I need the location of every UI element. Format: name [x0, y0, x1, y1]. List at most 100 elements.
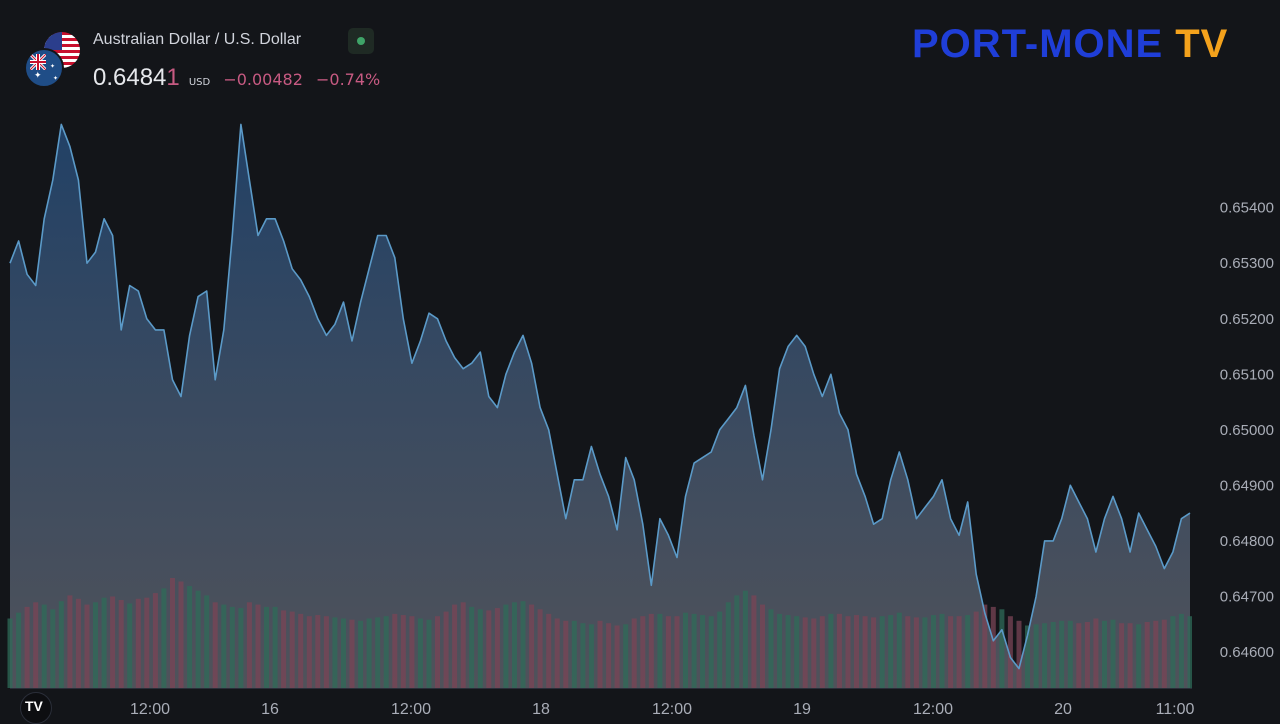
volume-bar — [742, 590, 748, 688]
volume-bar — [888, 615, 894, 688]
volume-bar — [1178, 613, 1184, 688]
volume-bar — [212, 602, 218, 688]
price-change: −0.00482 — [223, 70, 303, 89]
volume-bar — [1127, 623, 1133, 688]
volume-bar — [469, 606, 475, 688]
market-open-dot-icon — [357, 37, 365, 45]
volume-bar — [375, 617, 381, 688]
volume-bar — [195, 590, 201, 688]
brand-logo-text: PORT-MONE — [912, 22, 1164, 66]
price-axis-tick-label: 0.65400 — [1220, 200, 1274, 217]
volume-bar — [597, 620, 603, 688]
volume-bar — [298, 613, 304, 688]
volume-bar — [178, 581, 184, 688]
volume-bar — [460, 602, 466, 688]
symbol-title[interactable]: Australian Dollar / U.S. Dollar — [93, 31, 302, 48]
volume-bar — [580, 623, 586, 688]
volume-bar — [700, 615, 706, 688]
volume-bar — [717, 611, 723, 688]
volume-bar — [828, 613, 834, 688]
volume-bar — [862, 616, 868, 688]
volume-bar — [426, 619, 432, 688]
volume-bar — [785, 615, 791, 688]
volume-bar — [144, 597, 150, 688]
volume-bar — [939, 613, 945, 688]
volume-bar — [1144, 622, 1150, 688]
volume-bar — [332, 617, 338, 688]
volume-bar — [734, 595, 740, 688]
volume-bar — [571, 620, 577, 688]
price-area — [10, 124, 1190, 688]
tradingview-logo-icon[interactable]: TV — [20, 692, 52, 724]
market-status-indicator[interactable] — [348, 28, 374, 54]
time-axis-tick-label: 11:00 — [1156, 701, 1195, 718]
price-axis-tick-label: 0.64600 — [1220, 644, 1274, 661]
volume-bar — [948, 616, 954, 688]
volume-bar — [913, 617, 919, 688]
volume-bar — [922, 617, 928, 688]
volume-bar — [24, 606, 30, 688]
volume-bar — [349, 619, 355, 688]
volume-bar — [67, 595, 73, 688]
brand-logo-suffix: TV — [1175, 22, 1229, 66]
volume-bar — [657, 613, 663, 688]
volume-bar — [1050, 622, 1056, 688]
price-axis-tick-label: 0.64700 — [1220, 588, 1274, 605]
volume-bar — [956, 616, 962, 688]
volume-bar — [161, 588, 167, 688]
time-axis-tick-label: 12:00 — [913, 701, 953, 718]
volume-bar — [33, 602, 39, 688]
volume-bar — [768, 609, 774, 688]
volume-bar — [871, 617, 877, 688]
volume-bar — [221, 604, 227, 688]
volume-bar — [554, 618, 560, 688]
volume-bar — [931, 615, 936, 688]
volume-bar — [777, 613, 783, 688]
currency-label: USD — [188, 77, 211, 88]
volume-bar — [264, 606, 269, 688]
volume-bar — [683, 612, 688, 688]
volume-bar — [640, 616, 646, 688]
volume-bar — [1161, 619, 1167, 688]
volume-bar — [1067, 620, 1073, 688]
time-axis-tick-label: 20 — [1054, 701, 1072, 718]
volume-bar — [152, 593, 158, 688]
volume-bar — [306, 616, 312, 688]
time-axis-tick-label: 12:00 — [391, 701, 431, 718]
volume-bar — [400, 615, 406, 688]
price-axis-tick-label: 0.64900 — [1220, 477, 1274, 494]
volume-bar — [1059, 620, 1065, 688]
time-axis-band — [0, 688, 1280, 720]
time-axis-tick-label: 19 — [793, 701, 811, 718]
volume-bar — [383, 616, 389, 688]
last-price-digit: 1 — [166, 64, 180, 91]
volume-bar — [529, 604, 535, 688]
price-axis-tick-label: 0.65000 — [1220, 422, 1274, 439]
volume-bar — [204, 595, 210, 688]
volume-bar — [563, 620, 569, 688]
volume-bar — [323, 616, 329, 688]
volume-bar — [443, 611, 449, 688]
volume-bar — [623, 624, 629, 688]
volume-bar — [93, 602, 98, 688]
volume-bar — [973, 611, 979, 688]
volume-bar — [1110, 619, 1116, 688]
volume-bar — [606, 623, 612, 688]
volume-bar — [315, 615, 321, 688]
price-axis-tick-label: 0.65100 — [1220, 366, 1274, 383]
volume-bar — [58, 601, 64, 688]
price-row: 0.64841 USD −0.00482 −0.74% — [93, 64, 380, 92]
price-axis-band — [1192, 100, 1280, 688]
volume-bar — [255, 604, 261, 688]
volume-bar — [281, 610, 287, 688]
volume-bar — [1170, 616, 1176, 688]
australia-flag-icon: ✦ ✦ ✦ — [24, 48, 64, 88]
volume-bar — [110, 596, 116, 688]
time-axis-tick-label: 12:00 — [130, 701, 170, 718]
volume-bar — [366, 618, 372, 688]
time-axis-tick-label: 18 — [532, 701, 550, 718]
volume-bar — [358, 620, 364, 688]
volume-bar — [648, 613, 654, 688]
volume-bar — [1119, 623, 1125, 688]
